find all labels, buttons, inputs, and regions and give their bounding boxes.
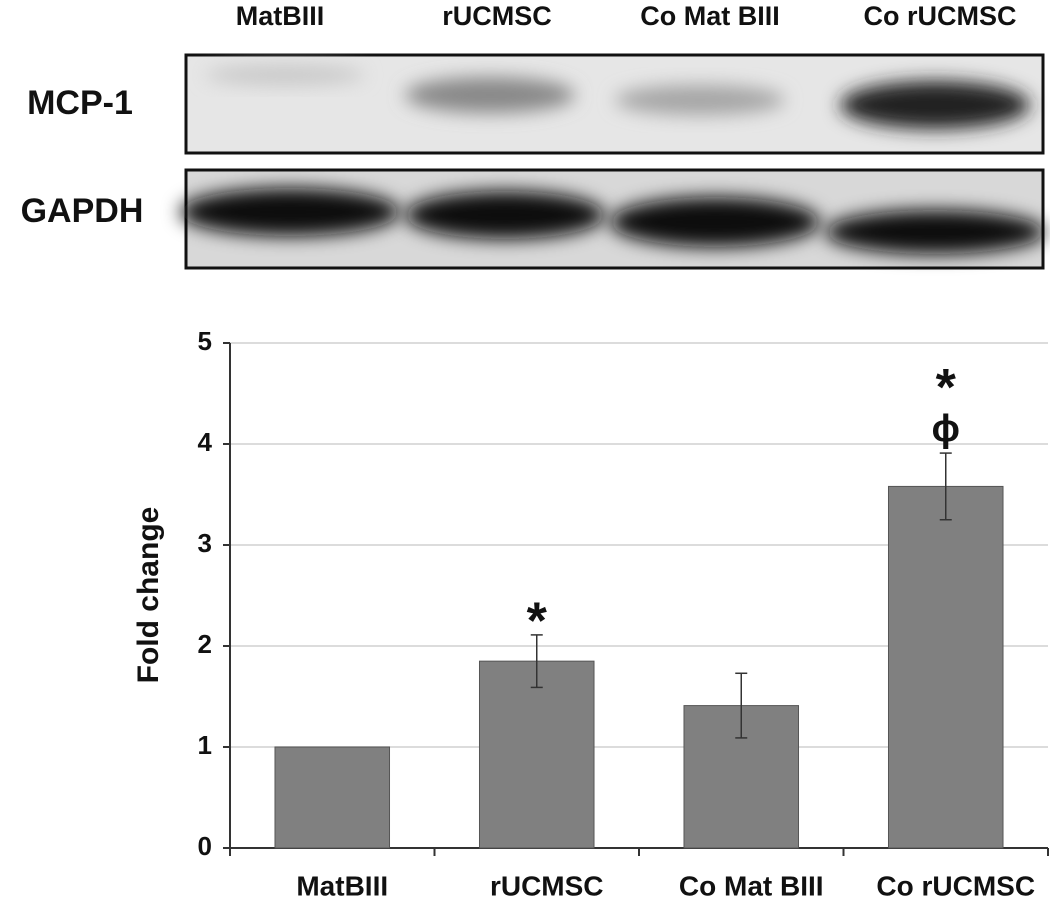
bar <box>274 746 391 849</box>
bar <box>887 485 1004 849</box>
lane-label: MatBIII <box>236 1 325 31</box>
bar <box>478 660 595 849</box>
blot-gapdh <box>180 168 1045 270</box>
lane-label: Co Mat BIII <box>640 1 780 31</box>
x-tick-label: Co rUCMSC <box>876 870 1035 901</box>
blot-mcp1 <box>184 53 1045 155</box>
significance-mark: * <box>936 359 957 417</box>
significance-mark: * <box>527 593 548 651</box>
y-tick-label: 4 <box>198 427 213 457</box>
x-tick-label: rUCMSC <box>490 870 604 901</box>
x-tick-label: MatBIII <box>296 870 388 901</box>
y-tick-label: 0 <box>198 831 212 861</box>
x-tick-label: Co Mat BIII <box>679 870 824 901</box>
y-tick-label: 2 <box>198 629 212 659</box>
y-tick-label: 5 <box>198 326 212 356</box>
y-tick-label: 1 <box>198 730 212 760</box>
lane-label: rUCMSC <box>442 1 552 31</box>
row-label: MCP-1 <box>27 84 133 122</box>
y-tick-label: 3 <box>198 528 212 558</box>
significance-mark: ϕ <box>932 408 960 450</box>
lane-label: Co rUCMSC <box>864 1 1017 31</box>
row-label: GAPDH <box>21 192 144 230</box>
y-axis-title: Fold change <box>132 507 165 684</box>
